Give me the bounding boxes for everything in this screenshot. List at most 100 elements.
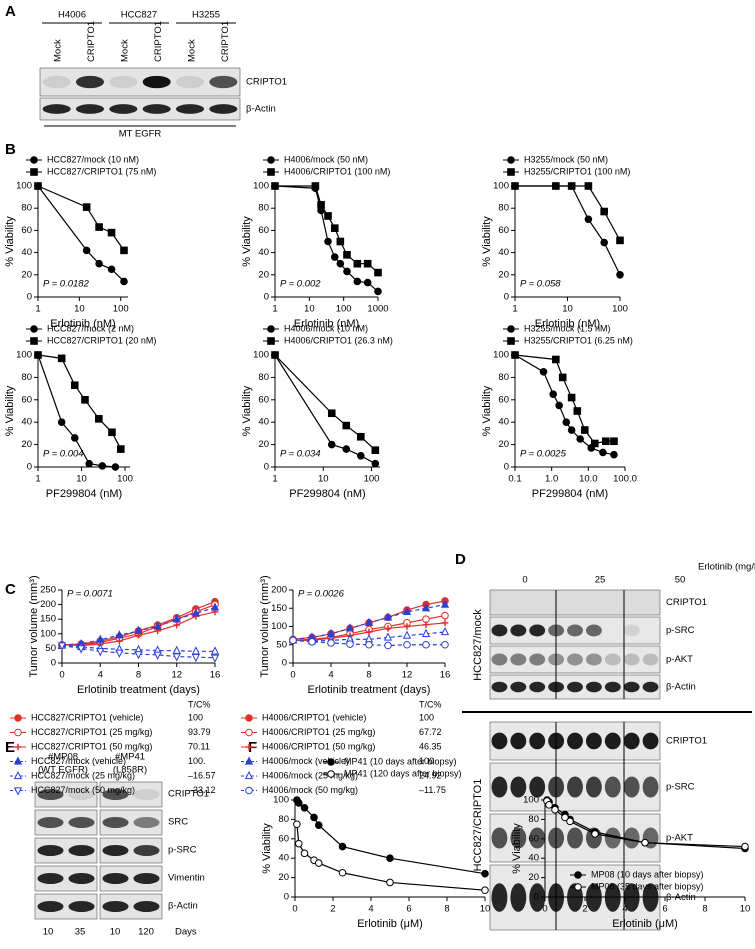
band	[604, 776, 621, 798]
point	[338, 868, 347, 877]
panel-label: A	[5, 3, 16, 20]
row-label: β-Actin	[168, 901, 198, 912]
row-label: CRIPTO1	[666, 736, 707, 747]
y-tick-label: 200	[40, 599, 56, 610]
y-tick-label: 80	[258, 372, 269, 383]
x-axis-label: Erlotinib (nM)	[50, 318, 115, 330]
p-value: P = 0.0182	[43, 279, 90, 290]
y-tick-label: 40	[498, 247, 509, 258]
point	[271, 351, 279, 359]
point	[567, 393, 576, 402]
band	[623, 653, 640, 666]
point	[422, 621, 430, 628]
band	[623, 624, 640, 637]
y-tick-label: 60	[258, 394, 269, 405]
band	[37, 845, 64, 856]
point	[310, 813, 318, 822]
dose-label: 25	[595, 575, 606, 586]
y-tick-label: 40	[278, 853, 289, 864]
dose-label: 0	[522, 575, 527, 586]
sample-id: #MP08	[48, 752, 78, 763]
legend-marker	[245, 714, 253, 722]
row-label: CRIPTO1	[666, 597, 707, 608]
x-tick-label: 10	[740, 904, 751, 915]
y-tick-label: 40	[258, 417, 269, 428]
point	[115, 649, 124, 658]
point	[610, 450, 618, 459]
band	[37, 873, 64, 884]
legend-marker	[267, 337, 275, 345]
point	[153, 651, 162, 660]
point	[107, 265, 116, 274]
panel-label: D	[455, 551, 466, 568]
x-tick-label: 8	[366, 670, 371, 681]
band	[642, 732, 659, 750]
legend-marker	[327, 770, 335, 778]
legend-marker	[13, 787, 23, 796]
point	[210, 654, 220, 663]
point	[120, 246, 128, 255]
tc-value: 100	[419, 756, 434, 766]
tc-value: –11.75	[419, 785, 446, 795]
point	[567, 426, 576, 434]
series-line	[515, 185, 621, 276]
point	[421, 628, 431, 637]
panel-label: C	[5, 581, 16, 598]
x-tick-label: 4	[622, 904, 627, 915]
y-tick-label: 40	[21, 417, 32, 428]
dose-label: 50	[675, 575, 686, 586]
point	[552, 182, 560, 190]
band	[102, 789, 129, 800]
point	[70, 434, 79, 442]
band	[604, 653, 621, 666]
point	[641, 838, 649, 847]
tc-value: 46.35	[419, 741, 442, 751]
blot	[489, 589, 661, 616]
series-line	[514, 354, 615, 456]
point	[96, 634, 105, 643]
legend-marker	[267, 168, 275, 176]
band	[68, 845, 95, 856]
legend-marker	[244, 770, 254, 780]
band	[209, 104, 238, 114]
band	[585, 681, 602, 693]
x-tick-label: 0	[59, 670, 64, 681]
legend-marker	[14, 714, 22, 722]
legend-marker	[574, 871, 582, 879]
point	[374, 268, 382, 277]
x-tick-label: 10	[74, 304, 85, 315]
point	[741, 842, 749, 851]
band	[623, 827, 640, 849]
legend-marker	[267, 325, 275, 333]
band	[37, 901, 64, 912]
x-tick-label: 12	[402, 670, 413, 681]
point	[336, 237, 345, 246]
y-tick-label: 50	[45, 643, 56, 654]
legend-marker	[245, 786, 253, 795]
point	[300, 849, 309, 858]
point	[616, 271, 624, 279]
point	[117, 445, 125, 453]
point	[365, 640, 373, 649]
point	[345, 623, 355, 632]
point	[172, 614, 181, 623]
point	[210, 602, 220, 611]
sample-id: #MP41	[115, 752, 145, 763]
y-tick-label: 20	[498, 269, 509, 280]
y-tick-label: 0	[51, 658, 56, 669]
legend-label: HCC827/mock (25 mg/kg)	[31, 770, 135, 780]
legend-marker	[30, 325, 38, 333]
legend-marker	[245, 743, 253, 751]
band	[133, 873, 160, 884]
lane-label: Mock	[53, 39, 64, 62]
band	[585, 732, 602, 750]
band	[42, 104, 71, 114]
point	[295, 839, 303, 848]
band	[102, 817, 129, 828]
legend-label: MP08 (10 days after biopsy)	[591, 869, 704, 879]
point	[108, 428, 116, 437]
row-label: p-SRC	[666, 625, 695, 636]
y-tick-label: 150	[40, 614, 56, 625]
sample-note: (L858R)	[113, 765, 147, 776]
